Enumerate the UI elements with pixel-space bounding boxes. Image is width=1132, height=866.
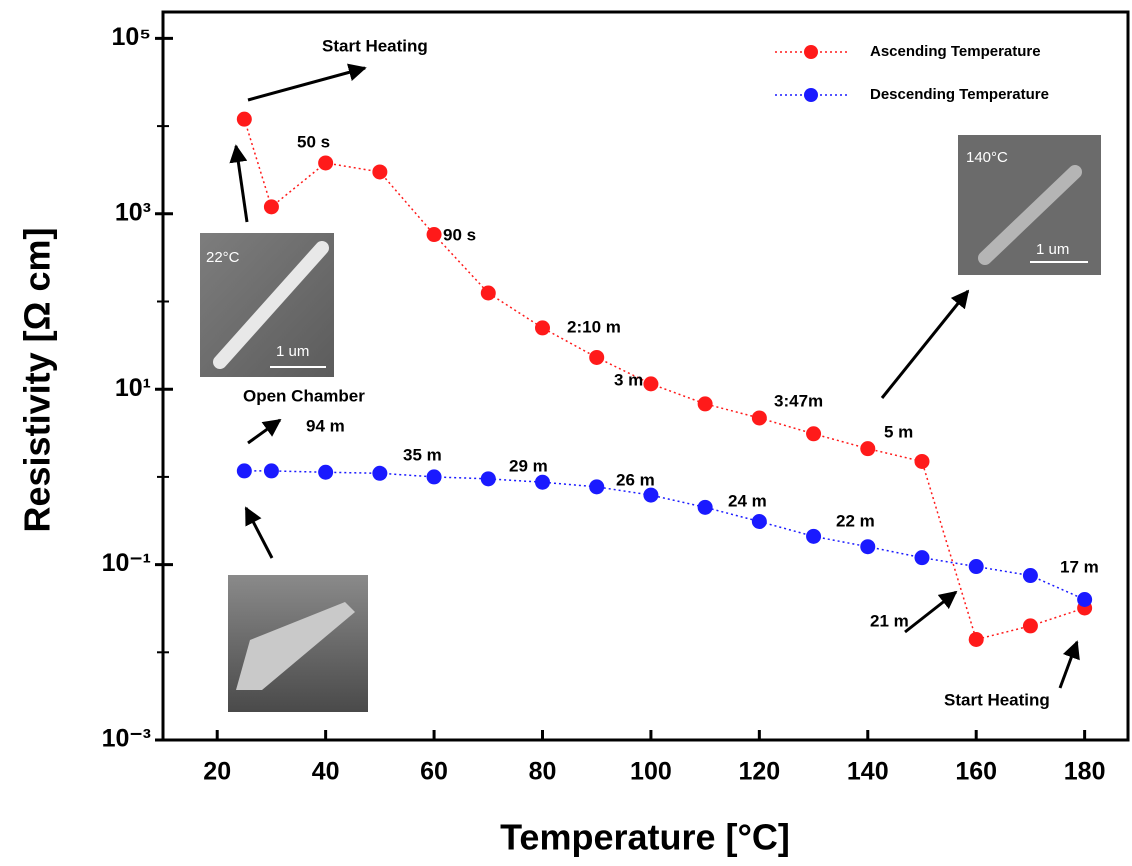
annotation: Start Heating (322, 36, 428, 55)
data-point (589, 349, 605, 365)
legend-marker (804, 88, 818, 102)
x-axis-label: Temperature [°C] (500, 817, 790, 858)
data-point (806, 426, 822, 442)
annotation: 22 m (836, 511, 875, 530)
x-tick-label: 120 (738, 758, 780, 786)
inset-label: 140°C (966, 149, 1008, 166)
series-line (244, 470, 1085, 601)
annotation: 3:47m (774, 391, 823, 410)
annotation: 90 s (443, 225, 476, 244)
annotation: 26 m (616, 470, 655, 489)
data-point (914, 453, 930, 469)
data-point (806, 528, 822, 544)
x-tick-label: 60 (420, 758, 448, 786)
data-point (1022, 618, 1038, 634)
inset-scale: 1 um (1036, 241, 1069, 258)
arrow (247, 63, 367, 102)
x-tick-label: 20 (203, 758, 231, 786)
data-point (968, 631, 984, 647)
x-tick-label: 140 (847, 758, 889, 786)
legend-label: Descending Temperature (870, 86, 1049, 103)
data-point (643, 487, 659, 503)
data-point (318, 155, 334, 171)
data-point (534, 320, 550, 336)
data-point (589, 479, 605, 495)
arrows (229, 63, 1080, 689)
data-point (751, 514, 767, 530)
data-point (697, 499, 713, 515)
data-point (860, 539, 876, 555)
annotation: 24 m (728, 491, 767, 510)
data-point (860, 441, 876, 457)
arrow (229, 144, 249, 223)
data-point (1077, 591, 1093, 607)
y-tick-label: 10³ (115, 198, 151, 226)
y-axis-label: Resistivity [Ω cm] (17, 228, 58, 533)
inset-rod (978, 165, 1082, 265)
arrow (904, 590, 958, 634)
data-point (318, 464, 334, 480)
annotation: 17 m (1060, 557, 1099, 576)
inset-label: 22°C (206, 249, 240, 266)
data-point (263, 463, 279, 479)
data-point (914, 550, 930, 566)
y-tick-label: 10¹ (115, 374, 151, 402)
annotation: Start Heating (944, 690, 1050, 709)
y-tick-label: 10⁻¹ (102, 549, 151, 577)
data-point (236, 463, 252, 479)
annotation: 5 m (884, 422, 913, 441)
data-point (534, 474, 550, 490)
legend-label: Ascending Temperature (870, 43, 1041, 60)
annotation: 21 m (870, 611, 909, 630)
y-tick-label: 10⁻³ (102, 725, 151, 753)
annotation: 29 m (509, 456, 548, 475)
data-point (372, 465, 388, 481)
data-point (480, 285, 496, 301)
arrow (880, 289, 970, 399)
arrow (244, 506, 274, 559)
data-point (426, 227, 442, 243)
x-tick-label: 40 (312, 758, 340, 786)
x-tick-label: 80 (529, 758, 557, 786)
y-tick-label: 10⁵ (111, 23, 151, 51)
data-point (426, 469, 442, 485)
legend-marker (804, 45, 818, 59)
annotation: 94 m (306, 416, 345, 435)
data-point (968, 559, 984, 575)
plot-frame (161, 10, 1130, 742)
data-point (1022, 568, 1038, 584)
data-point (263, 199, 279, 215)
data-point (480, 471, 496, 487)
x-tick-label: 160 (955, 758, 997, 786)
x-tick-label: 100 (630, 758, 672, 786)
insets (200, 135, 1101, 712)
x-tick-label: 180 (1064, 758, 1106, 786)
data-point (697, 396, 713, 412)
annotation: 2:10 m (567, 317, 621, 336)
data-point (751, 410, 767, 426)
annotation: 3 m (614, 370, 643, 389)
arrow (247, 418, 282, 445)
inset-scale: 1 um (276, 343, 309, 360)
annotation: 50 s (297, 132, 330, 151)
arrow (1058, 640, 1080, 689)
inset-rod (236, 602, 355, 690)
data-point (372, 164, 388, 180)
data-point (236, 111, 252, 127)
annotation: 35 m (403, 445, 442, 464)
inset-rod (213, 241, 329, 369)
annotation: Open Chamber (243, 386, 365, 405)
data-point (643, 376, 659, 392)
